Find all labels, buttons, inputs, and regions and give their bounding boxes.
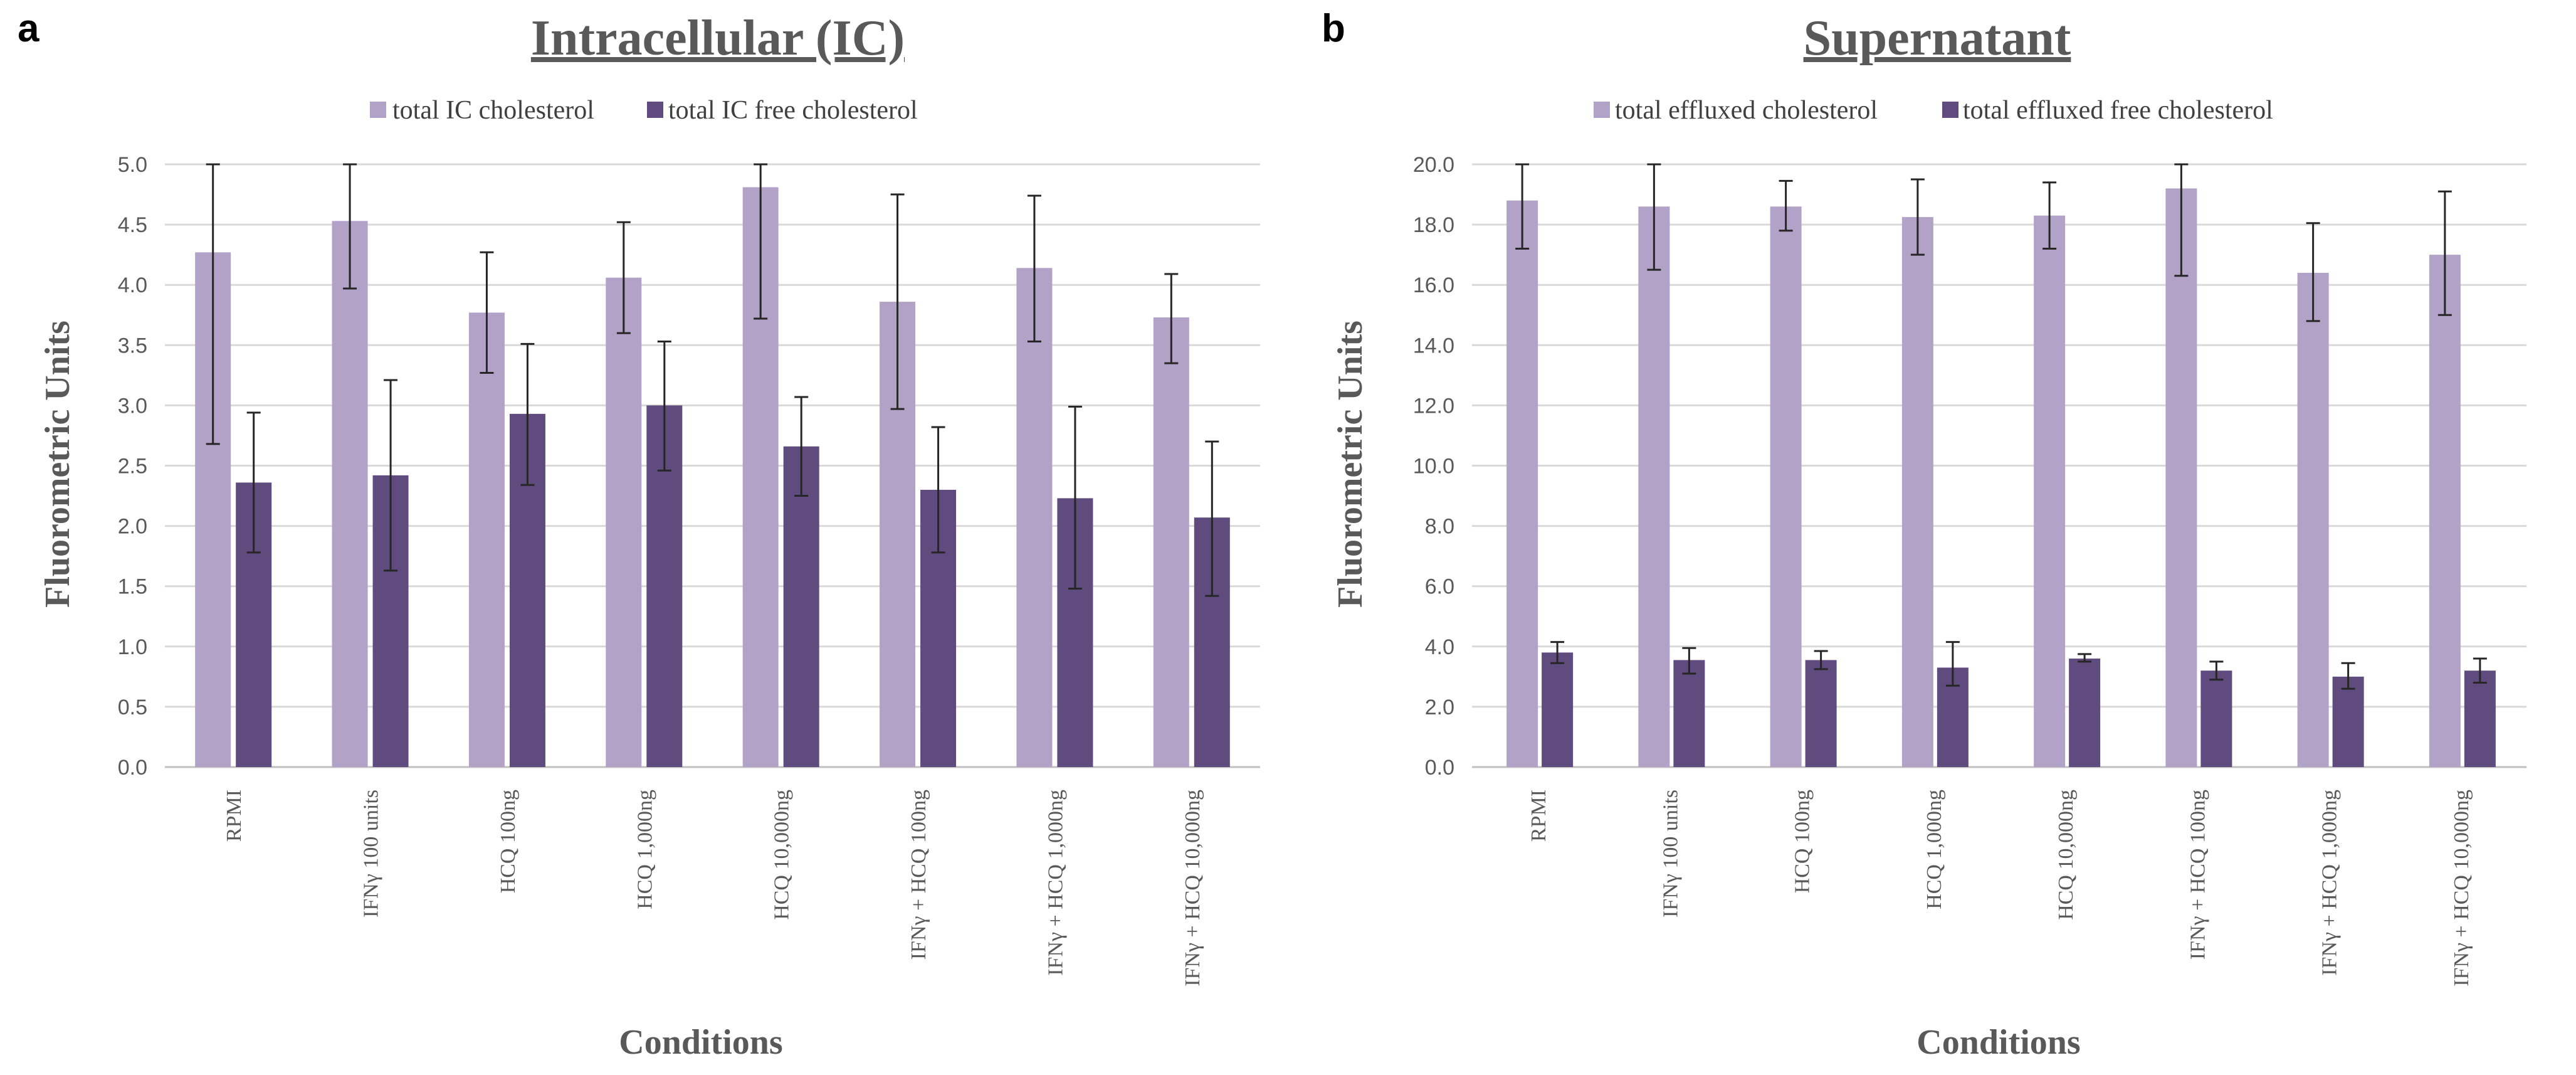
- legend-swatch-total-ic-free-cholesterol: [647, 102, 663, 118]
- bar-total-effluxed-cholesterol-rpmi: [1506, 200, 1538, 767]
- y-tick-label: 8.0: [1425, 515, 1454, 539]
- panel-letter-b: b: [1322, 7, 1345, 50]
- legend-label-total-effluxed-cholesterol: total effluxed cholesterol: [1615, 96, 1878, 125]
- x-tick-label: HCQ 1,000ng: [1923, 790, 1946, 909]
- bar-total-ic-cholesterol-hcq-100ng: [468, 312, 505, 767]
- bar-total-effluxed-free-cholesterol-rpmi: [1542, 652, 1574, 767]
- panel-a-intracellular: a Intracellular (IC) total IC cholestero…: [18, 7, 1260, 1062]
- y-tick-label: 3.0: [118, 394, 147, 418]
- bar-total-effluxed-free-cholesterol-ifn-hcq-1-000ng: [2332, 676, 2364, 767]
- x-tick-label: IFNγ + HCQ 100ng: [907, 790, 930, 960]
- bar-total-effluxed-free-cholesterol-hcq-10-000ng: [2069, 659, 2101, 767]
- x-tick-label: HCQ 100ng: [497, 790, 520, 893]
- legend-swatch-total-effluxed-free-cholesterol: [1942, 102, 1958, 118]
- x-axis-title: Conditions: [619, 1023, 782, 1062]
- y-tick-label: 1.5: [118, 575, 147, 599]
- y-axis-title: Fluorometric Units: [38, 320, 77, 608]
- x-tick-label: IFNγ + HCQ 100ng: [2186, 790, 2209, 960]
- x-tick-label: IFNγ + HCQ 1,000ng: [1044, 790, 1067, 976]
- bar-total-effluxed-cholesterol-ifn-hcq-100ng: [2165, 188, 2197, 767]
- x-tick-label: IFNγ + HCQ 1,000ng: [2318, 790, 2342, 976]
- bar-total-effluxed-cholesterol-hcq-100ng: [1770, 206, 1802, 767]
- legend-label-total-effluxed-free-cholesterol: total effluxed free cholesterol: [1963, 96, 2273, 125]
- x-tick-label: IFNγ + HCQ 10,000ng: [2450, 790, 2473, 987]
- plot-area: 0.0 2.0 4.0 6.0 8.0 10.0 12.0 14.0 16.0 18.0 20.0 R…: [1413, 153, 2526, 987]
- x-tick-label: IFNγ + HCQ 10,000ng: [1181, 790, 1204, 987]
- legend: total effluxed cholesterol total effluxe…: [1594, 96, 2273, 125]
- chart-title: Supernatant: [1804, 11, 2071, 66]
- y-tick-label: 16.0: [1413, 273, 1454, 297]
- bar-total-effluxed-free-cholesterol-ifn-100-units: [1673, 660, 1705, 767]
- x-tick-label: IFNγ 100 units: [360, 790, 383, 918]
- bar-total-ic-free-cholesterol-hcq-10-000ng: [783, 446, 819, 767]
- bar-total-effluxed-cholesterol-ifn-hcq-10-000ng: [2429, 255, 2461, 767]
- y-tick-label: 0.0: [118, 756, 147, 780]
- plot-area: 0.0 0.5 1.0 1.5 2.0 2.5 3.0 3.5 4.0 4.5 5.0 RPMI IFN…: [118, 153, 1260, 987]
- bar-total-effluxed-cholesterol-ifn-100-units: [1638, 206, 1670, 767]
- y-tick-label: 10.0: [1413, 455, 1454, 479]
- legend-label-total-ic-cholesterol: total IC cholesterol: [392, 96, 594, 125]
- x-tick-label: RPMI: [223, 790, 246, 842]
- y-tick-label: 6.0: [1425, 575, 1454, 599]
- y-tick-label: 4.5: [118, 213, 147, 237]
- bar-total-ic-cholesterol-hcq-1-000ng: [606, 277, 642, 768]
- legend-swatch-total-effluxed-cholesterol: [1594, 102, 1610, 118]
- legend: total IC cholesterol total IC free chole…: [370, 96, 918, 125]
- y-tick-label: 0.5: [118, 696, 147, 719]
- y-tick-label: 14.0: [1413, 334, 1454, 357]
- y-tick-label: 18.0: [1413, 213, 1454, 237]
- legend-swatch-total-ic-cholesterol: [370, 102, 386, 118]
- bar-total-effluxed-free-cholesterol-hcq-100ng: [1805, 660, 1837, 767]
- x-tick-label: HCQ 10,000ng: [770, 790, 794, 920]
- bar-total-effluxed-cholesterol-hcq-10-000ng: [2034, 215, 2066, 767]
- y-axis-title: Fluorometric Units: [1331, 320, 1370, 608]
- panel-b-supernatant: b Supernatant total effluxed cholesterol…: [1322, 7, 2526, 1062]
- y-tick-label: 1.0: [118, 635, 147, 659]
- panel-letter-a: a: [18, 7, 39, 50]
- x-tick-label: RPMI: [1527, 790, 1550, 842]
- bar-total-effluxed-free-cholesterol-ifn-hcq-100ng: [2200, 670, 2232, 767]
- bar-total-ic-cholesterol-ifn-100-units: [332, 221, 368, 768]
- y-tick-label: 5.0: [118, 153, 147, 177]
- chart-title: Intracellular (IC): [531, 11, 905, 66]
- legend-label-total-ic-free-cholesterol: total IC free cholesterol: [668, 96, 918, 125]
- x-tick-label: HCQ 100ng: [1791, 790, 1814, 893]
- y-tick-label: 20.0: [1413, 153, 1454, 177]
- y-tick-label: 12.0: [1413, 394, 1454, 418]
- y-tick-label: 4.0: [1425, 635, 1454, 659]
- y-tick-label: 0.0: [1425, 756, 1454, 780]
- x-tick-label: HCQ 1,000ng: [633, 790, 656, 909]
- x-axis-title: Conditions: [1916, 1023, 2080, 1062]
- bar-total-ic-cholesterol-ifn-hcq-1-000ng: [1016, 268, 1053, 767]
- x-tick-label: HCQ 10,000ng: [2054, 790, 2078, 920]
- y-tick-label: 3.5: [118, 334, 147, 357]
- y-tick-label: 4.0: [118, 273, 147, 297]
- x-tick-label: IFNγ 100 units: [1659, 790, 1682, 918]
- y-tick-label: 2.0: [118, 515, 147, 539]
- bar-total-effluxed-free-cholesterol-ifn-hcq-10-000ng: [2464, 670, 2496, 767]
- bar-total-ic-cholesterol-ifn-hcq-10-000ng: [1153, 317, 1189, 767]
- y-tick-label: 2.5: [118, 455, 147, 479]
- bar-total-effluxed-cholesterol-ifn-hcq-1-000ng: [2297, 272, 2329, 768]
- y-tick-label: 2.0: [1425, 696, 1454, 719]
- bar-total-effluxed-cholesterol-hcq-1-000ng: [1901, 217, 1933, 767]
